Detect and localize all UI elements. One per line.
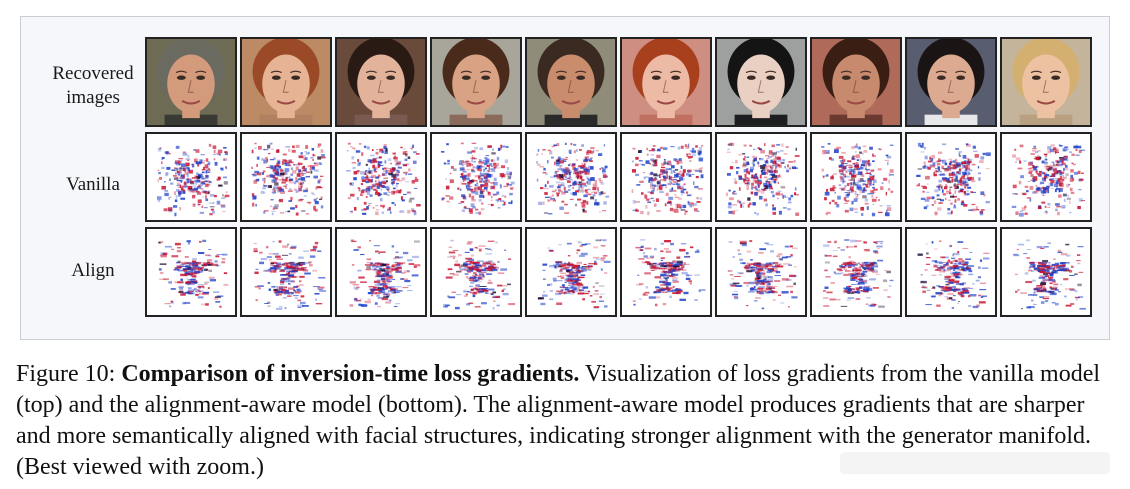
recovered-image-5 — [525, 37, 617, 127]
caption-body: Visualization of loss gradients from the… — [16, 361, 1101, 480]
recovered-image-7 — [715, 37, 807, 127]
row-label-recovered-line1: Recovered — [52, 63, 134, 84]
row-label-recovered-line2: images — [66, 87, 120, 108]
vanilla-gradient-4 — [430, 132, 522, 222]
vanilla-gradient-3 — [335, 132, 427, 222]
vanilla-gradient-5 — [525, 132, 617, 222]
row-label-vanilla: Vanilla — [66, 174, 120, 195]
align-gradient-2 — [240, 227, 332, 317]
align-gradient-6 — [620, 227, 712, 317]
caption-title: Comparison of inversion-time loss gradie… — [121, 361, 580, 387]
align-gradient-5 — [525, 227, 617, 317]
recovered-image-9 — [905, 37, 997, 127]
align-gradient-1 — [145, 227, 237, 317]
align-gradient-4 — [430, 227, 522, 317]
align-gradient-7 — [715, 227, 807, 317]
vanilla-gradient-7 — [715, 132, 807, 222]
caption-label: Figure 10: — [16, 361, 116, 387]
watermark — [840, 452, 1110, 474]
align-gradient-10 — [1000, 227, 1092, 317]
figure-caption: Figure 10: Comparison of inversion-time … — [16, 359, 1116, 483]
recovered-image-2 — [240, 37, 332, 127]
vanilla-gradient-10 — [1000, 132, 1092, 222]
figure-panel: Recovered images Vanilla Align — [20, 16, 1110, 340]
row-label-recovered: Recovered images — [23, 62, 163, 110]
vanilla-gradient-1 — [145, 132, 237, 222]
recovered-image-8 — [810, 37, 902, 127]
recovered-image-10 — [1000, 37, 1092, 127]
align-gradient-3 — [335, 227, 427, 317]
recovered-image-1 — [145, 37, 237, 127]
row-label-align: Align — [71, 260, 115, 281]
recovered-image-6 — [620, 37, 712, 127]
recovered-image-4 — [430, 37, 522, 127]
vanilla-gradient-8 — [810, 132, 902, 222]
recovered-image-3 — [335, 37, 427, 127]
align-gradient-8 — [810, 227, 902, 317]
vanilla-gradient-2 — [240, 132, 332, 222]
align-gradient-9 — [905, 227, 997, 317]
vanilla-gradient-6 — [620, 132, 712, 222]
vanilla-gradient-9 — [905, 132, 997, 222]
